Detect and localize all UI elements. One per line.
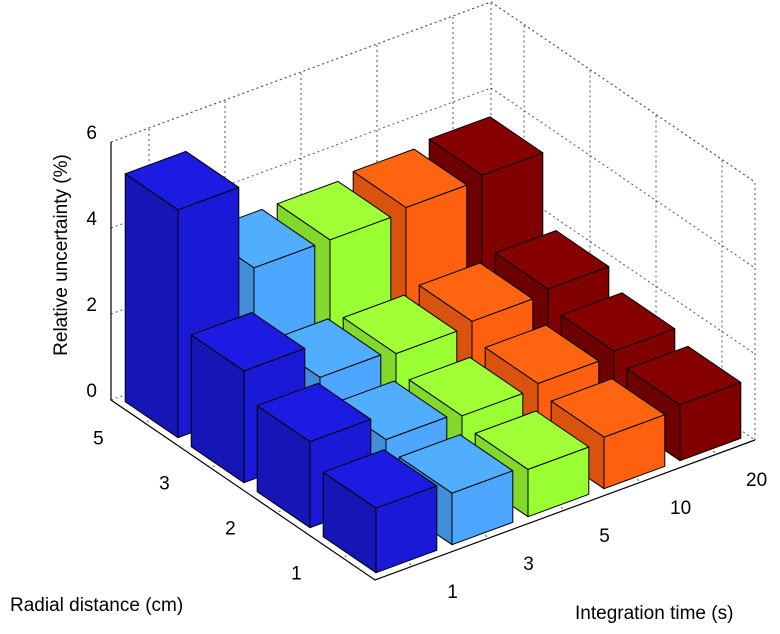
bar-face (494, 230, 610, 290)
z-tick-label: 6 (86, 123, 97, 144)
bar-face (418, 262, 534, 322)
y-tick-label: 2 (225, 518, 236, 539)
bar-face (352, 148, 468, 208)
y-tick-label: 5 (93, 428, 104, 449)
bar-face (124, 150, 240, 211)
y-tick-label: 3 (159, 473, 170, 494)
x-axis-label: Integration time (s) (575, 603, 733, 624)
x-tick-label: 3 (523, 554, 534, 575)
z-tick-label: 2 (86, 295, 97, 316)
bar-face (484, 324, 600, 384)
bar-face (560, 292, 676, 352)
bar-face (342, 294, 458, 355)
x-tick-label: 5 (599, 526, 610, 547)
bar-face (398, 434, 514, 494)
bar-face (322, 449, 438, 509)
z-axis-label: Relative uncertainty (%) (51, 154, 72, 356)
bar (322, 449, 438, 574)
x-tick-label: 20 (746, 470, 767, 491)
bar-face (474, 410, 590, 470)
bar-face (428, 116, 544, 176)
x-tick-label: 1 (447, 582, 458, 603)
z-tick-label: 0 (86, 381, 97, 402)
bar-face (124, 173, 179, 439)
y-axis-label: Radial distance (cm) (10, 595, 183, 616)
y-tick-label: 1 (291, 563, 302, 584)
bar-face (276, 180, 392, 241)
bar-face (256, 382, 372, 443)
bar-face (550, 378, 666, 438)
bar-face (190, 312, 306, 372)
bar-face (626, 345, 742, 406)
bar-face (408, 356, 524, 417)
z-tick-label: 4 (86, 209, 97, 230)
axis-line (110, 142, 756, 581)
x-tick-label: 10 (670, 498, 691, 519)
